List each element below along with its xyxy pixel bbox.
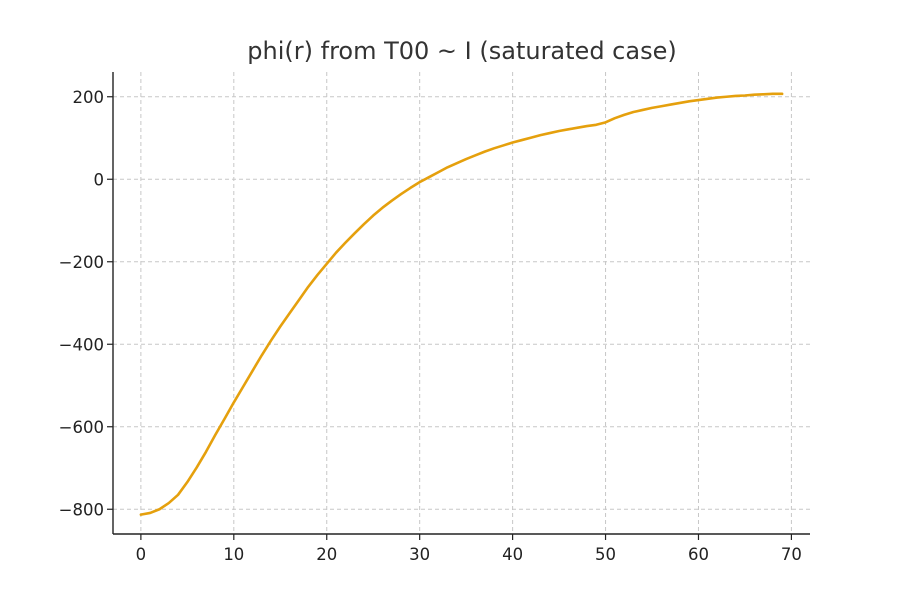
axes xyxy=(112,72,810,535)
x-tick-label: 30 xyxy=(409,545,430,564)
x-tick-label: 20 xyxy=(316,545,337,564)
y-tick-label: −600 xyxy=(59,418,104,437)
x-tick-label: 50 xyxy=(595,545,616,564)
x-tick-label: 10 xyxy=(223,545,244,564)
y-tick-label: −800 xyxy=(59,500,104,519)
series-layer xyxy=(139,92,784,516)
y-tick-label: −200 xyxy=(59,253,104,272)
x-tick-label: 60 xyxy=(688,545,709,564)
x-tick-label: 0 xyxy=(136,545,147,564)
tick-marks: 0 10 20 30 40 50 60 70 200 0 −200 −400 −600 −800 xyxy=(59,88,802,564)
y-tick-label: 0 xyxy=(94,170,105,189)
y-tick-label: 200 xyxy=(73,88,105,107)
chart-title: phi(r) from T00 ~ I (saturated case) xyxy=(247,37,676,65)
series-line xyxy=(139,92,784,516)
grid-lines xyxy=(113,72,810,534)
x-tick-label: 40 xyxy=(502,545,523,564)
y-tick-label: −400 xyxy=(59,335,104,354)
x-tick-label: 70 xyxy=(781,545,802,564)
